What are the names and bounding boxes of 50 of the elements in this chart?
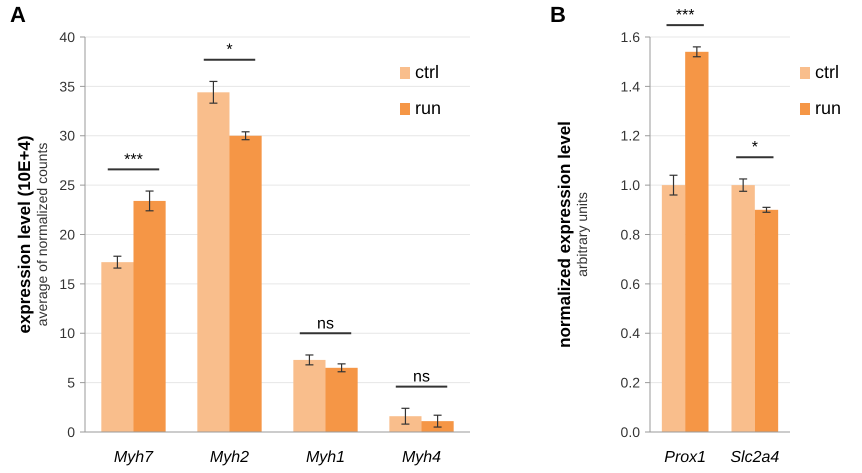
y-tick-label: 35: [59, 78, 76, 94]
annotation: *: [752, 139, 758, 156]
bar: [293, 360, 326, 432]
annotation: *: [226, 42, 233, 59]
annotation: ns: [413, 368, 430, 386]
bar: [133, 200, 166, 432]
x-tick-label: Myh7: [114, 449, 154, 466]
y-tick-label: 1.4: [620, 78, 640, 94]
y-tick-label: 25: [59, 177, 76, 194]
bar: [422, 421, 454, 432]
legend-label: run: [815, 98, 842, 118]
x-tick-label: Slc2a4: [730, 449, 780, 466]
y-tick-label: 0.6: [620, 276, 640, 292]
y-tick-label: 1.0: [620, 177, 640, 194]
chart-title: B: [550, 2, 566, 27]
bar: [754, 210, 778, 432]
y-tick-label: 1.6: [620, 28, 640, 45]
bar: [731, 185, 755, 432]
text: ***: [676, 7, 695, 24]
legend-label: run: [415, 98, 442, 118]
bar: [662, 185, 686, 432]
y-tick-label: 0.4: [620, 325, 640, 342]
x-tick-label: Myh2: [210, 449, 250, 466]
y-tick-label: 1.2: [620, 128, 640, 144]
chart-title: A: [10, 2, 26, 27]
y-tick-label: 20: [59, 226, 76, 242]
y-tick-label: 30: [59, 128, 76, 144]
x-tick-label: Myh1: [306, 449, 346, 466]
annotation: ***: [124, 151, 143, 168]
legend-label: ctrl: [415, 62, 439, 82]
y-tick-label: 5: [67, 374, 76, 391]
bar: [229, 136, 262, 432]
y-tick-label: 0: [67, 424, 76, 440]
y-tick-label: 0.0: [620, 424, 640, 440]
annotation: ns: [317, 315, 334, 332]
y-tick-label: 0.8: [620, 226, 640, 242]
y-tick-label: 0.2: [620, 374, 640, 391]
y-tick-label: 15: [59, 276, 76, 292]
y-axis-title: normalized expression level arbitrary units: [555, 121, 590, 348]
legend-label: ctrl: [815, 62, 839, 82]
bar: [101, 262, 134, 432]
y-tick-label: 40: [59, 28, 76, 45]
bar: [685, 52, 709, 432]
y-axis-title: expression level (10E+4) average of normalized counts: [15, 136, 50, 334]
x-tick-label: Prox1: [664, 449, 706, 466]
bar: [326, 368, 358, 432]
bar: [197, 92, 230, 432]
x-tick-label: Myh4: [402, 449, 442, 466]
y-tick-label: 10: [59, 325, 76, 342]
bar: [389, 416, 422, 432]
